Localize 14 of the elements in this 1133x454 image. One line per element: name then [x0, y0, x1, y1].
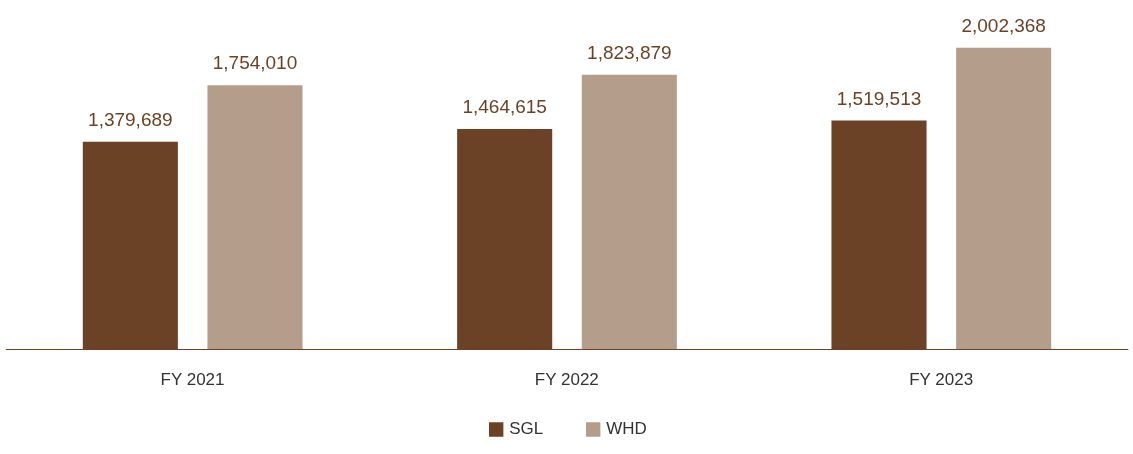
data-label: 1,464,615: [462, 95, 547, 117]
bar: [956, 47, 1052, 350]
data-label: 1,823,879: [587, 41, 672, 63]
bar: [581, 74, 677, 350]
data-label: 1,379,689: [88, 108, 173, 130]
legend-label: WHD: [606, 419, 647, 439]
data-label: 1,519,513: [836, 87, 922, 109]
x-tick-label: FY 2021: [160, 369, 225, 389]
data-label: 1,754,010: [212, 52, 298, 74]
x-tick-label: FY 2023: [909, 369, 974, 389]
bar: [207, 85, 303, 350]
data-label: 2,002,368: [961, 14, 1046, 36]
x-tick-label: FY 2022: [534, 369, 599, 389]
legend-label: SGL: [509, 419, 544, 439]
